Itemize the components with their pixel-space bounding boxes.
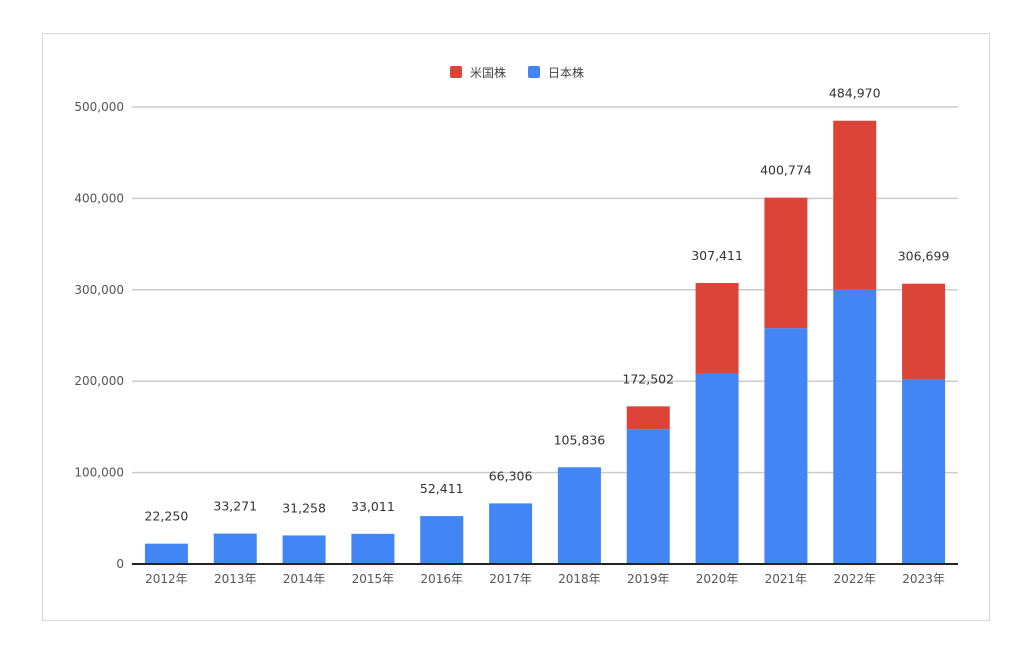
bar-us-stocks[interactable] — [833, 120, 877, 290]
total-data-label: 31,258 — [282, 500, 326, 515]
total-data-label: 400,774 — [760, 163, 812, 178]
total-data-label: 33,271 — [213, 499, 257, 514]
bar-jp-stocks[interactable] — [833, 289, 877, 564]
total-data-label: 172,502 — [622, 371, 674, 386]
total-data-label: 33,011 — [351, 499, 395, 514]
x-tick-label: 2023年 — [902, 572, 945, 586]
bar-us-stocks[interactable] — [902, 283, 946, 380]
x-tick-label: 2018年 — [558, 572, 601, 586]
y-tick-label: 200,000 — [74, 374, 124, 388]
legend-label-jp-stocks: 日本株 — [548, 65, 585, 80]
legend-swatch-jp-stocks — [528, 66, 540, 78]
x-tick-label: 2015年 — [352, 572, 395, 586]
bar-jp-stocks[interactable] — [213, 533, 257, 564]
bar-jp-stocks[interactable] — [902, 379, 946, 564]
bar-us-stocks[interactable] — [764, 197, 808, 329]
total-data-label: 307,411 — [691, 248, 743, 263]
x-tick-label: 2016年 — [420, 572, 463, 586]
bar-jp-stocks[interactable] — [351, 533, 395, 564]
bar-jp-stocks[interactable] — [489, 503, 533, 564]
x-tick-label: 2012年 — [145, 572, 188, 586]
legend-swatch-us-stocks — [449, 66, 462, 78]
total-data-label: 66,306 — [489, 468, 533, 483]
y-tick-label: 0 — [116, 557, 124, 571]
y-tick-label: 500,000 — [74, 100, 124, 114]
bar-jp-stocks[interactable] — [695, 373, 739, 564]
x-tick-label: 2021年 — [765, 572, 808, 586]
total-data-label: 484,970 — [829, 86, 881, 101]
bar-jp-stocks[interactable] — [420, 516, 464, 564]
bar-jp-stocks[interactable] — [557, 467, 601, 564]
bar-jp-stocks[interactable] — [144, 543, 188, 564]
y-tick-label: 100,000 — [74, 466, 124, 480]
x-tick-label: 2020年 — [696, 572, 739, 586]
y-tick-label: 300,000 — [74, 283, 124, 297]
total-data-label: 105,836 — [554, 432, 606, 447]
bar-us-stocks[interactable] — [695, 283, 739, 374]
legend-item-jp-stocks[interactable]: 日本株 — [528, 64, 584, 81]
x-tick-label: 2013年 — [214, 572, 257, 586]
x-tick-label: 2017年 — [489, 572, 532, 586]
total-data-label: 52,411 — [420, 481, 464, 496]
total-data-label: 306,699 — [898, 249, 950, 264]
y-tick-label: 400,000 — [74, 191, 124, 205]
chart-legend: 米国株 日本株 — [0, 62, 1024, 82]
bar-us-stocks[interactable] — [626, 406, 670, 430]
total-data-label: 22,250 — [145, 509, 189, 524]
legend-item-us-stocks[interactable]: 米国株 — [449, 64, 506, 81]
x-tick-label: 2019年 — [627, 572, 670, 586]
x-tick-label: 2022年 — [833, 572, 876, 586]
x-tick-label: 2014年 — [283, 572, 326, 586]
bar-jp-stocks[interactable] — [282, 535, 326, 564]
legend-label-us-stocks: 米国株 — [469, 65, 506, 80]
bar-jp-stocks[interactable] — [626, 429, 670, 564]
bar-jp-stocks[interactable] — [764, 328, 808, 564]
